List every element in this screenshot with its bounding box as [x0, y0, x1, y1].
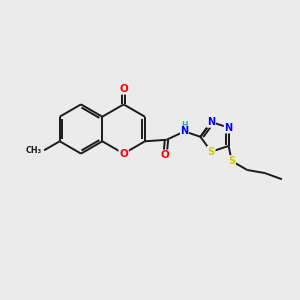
Text: O: O: [160, 150, 169, 161]
Text: O: O: [119, 148, 128, 159]
Text: H: H: [181, 122, 188, 130]
Text: S: S: [208, 147, 215, 157]
Text: N: N: [181, 126, 189, 136]
Text: N: N: [207, 117, 215, 127]
Text: N: N: [225, 123, 233, 133]
Text: O: O: [119, 84, 128, 94]
Text: S: S: [228, 156, 235, 166]
Text: CH₃: CH₃: [26, 146, 42, 155]
